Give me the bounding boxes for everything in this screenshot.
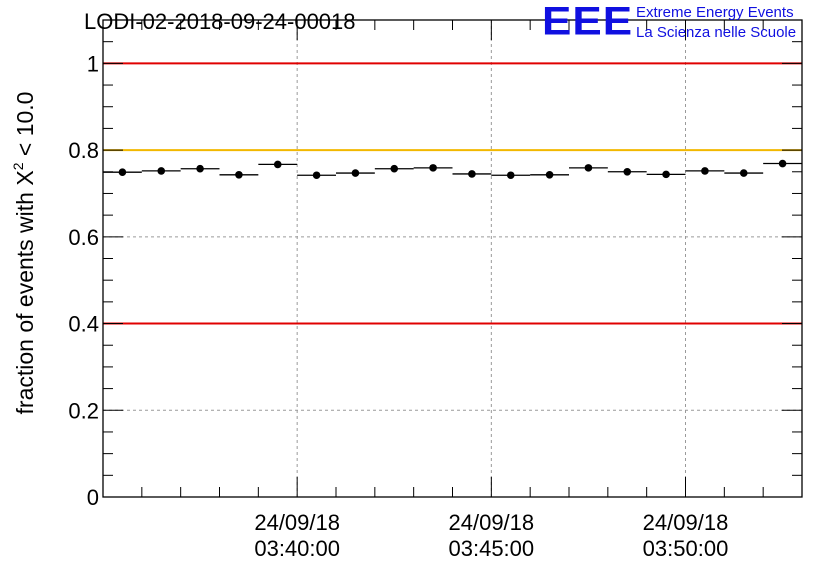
- x-tick-label-date: 24/09/18: [449, 510, 535, 535]
- data-point-marker: [351, 169, 360, 177]
- x-tick-label-time: 03:45:00: [449, 536, 535, 561]
- data-point: [646, 170, 686, 179]
- data-point: [374, 164, 414, 173]
- logo-subtitle-line1: Extreme Energy Events: [636, 4, 794, 21]
- tick-labels: 00.20.40.60.8124/09/1803:40:0024/09/1803…: [68, 51, 728, 561]
- y-axis-label-symbol: X: [12, 170, 38, 185]
- data-point-marker: [701, 167, 709, 175]
- data-point: [141, 167, 181, 175]
- data-point: [452, 170, 492, 178]
- data-point-marker: [506, 171, 515, 180]
- x-tick-label-time: 03:40:00: [254, 536, 340, 561]
- y-axis-label-superscript: 2: [10, 162, 26, 170]
- data-series: [103, 159, 802, 180]
- data-point: [685, 167, 725, 175]
- y-tick-label: 0.2: [68, 398, 99, 423]
- x-tick-label-date: 24/09/18: [643, 510, 729, 535]
- data-point-marker: [390, 164, 399, 173]
- data-point: [569, 164, 608, 172]
- data-point-marker: [545, 171, 554, 179]
- data-point-marker: [235, 171, 243, 179]
- data-point: [607, 167, 647, 176]
- data-point-marker: [468, 170, 476, 178]
- y-tick-label: 0.4: [68, 312, 99, 337]
- data-point-marker: [662, 170, 670, 179]
- data-point-marker: [778, 159, 787, 168]
- axis-ticks: [102, 19, 803, 498]
- chart-title: LODI-02-2018-09-24-00018: [84, 9, 356, 34]
- grid-layer: [103, 20, 802, 497]
- data-point-marker: [312, 171, 321, 180]
- data-point: [219, 171, 259, 179]
- data-point: [413, 164, 453, 172]
- data-point: [724, 169, 764, 177]
- data-point-marker: [118, 168, 127, 177]
- y-tick-label: 1: [87, 51, 99, 76]
- data-point: [530, 171, 569, 179]
- y-tick-label: 0.8: [68, 138, 99, 163]
- data-point-marker: [273, 160, 282, 169]
- logo-subtitle-line2: La Scienza nelle Scuole: [636, 24, 797, 41]
- data-point: [297, 171, 336, 180]
- data-point: [258, 160, 298, 169]
- data-point: [180, 164, 220, 173]
- data-point-marker: [584, 164, 593, 172]
- data-point-marker: [739, 169, 748, 177]
- data-point: [491, 171, 531, 180]
- data-point: [103, 168, 142, 177]
- eee-logo: EEE: [542, 0, 634, 44]
- x-tick-label-date: 24/09/18: [254, 510, 340, 535]
- x-tick-label-time: 03:50:00: [643, 536, 729, 561]
- y-tick-label: 0.6: [68, 225, 99, 250]
- y-tick-label: 0: [87, 485, 99, 510]
- data-point: [763, 159, 802, 168]
- reference-lines: [103, 62, 802, 325]
- data-point-marker: [623, 167, 632, 176]
- data-point: [336, 169, 375, 177]
- data-point-marker: [429, 164, 437, 172]
- data-point-marker: [157, 167, 166, 175]
- plot-frame: [102, 19, 803, 498]
- data-point-marker: [196, 164, 204, 173]
- y-axis-label: fraction of events with X2 < 10.0: [10, 92, 38, 415]
